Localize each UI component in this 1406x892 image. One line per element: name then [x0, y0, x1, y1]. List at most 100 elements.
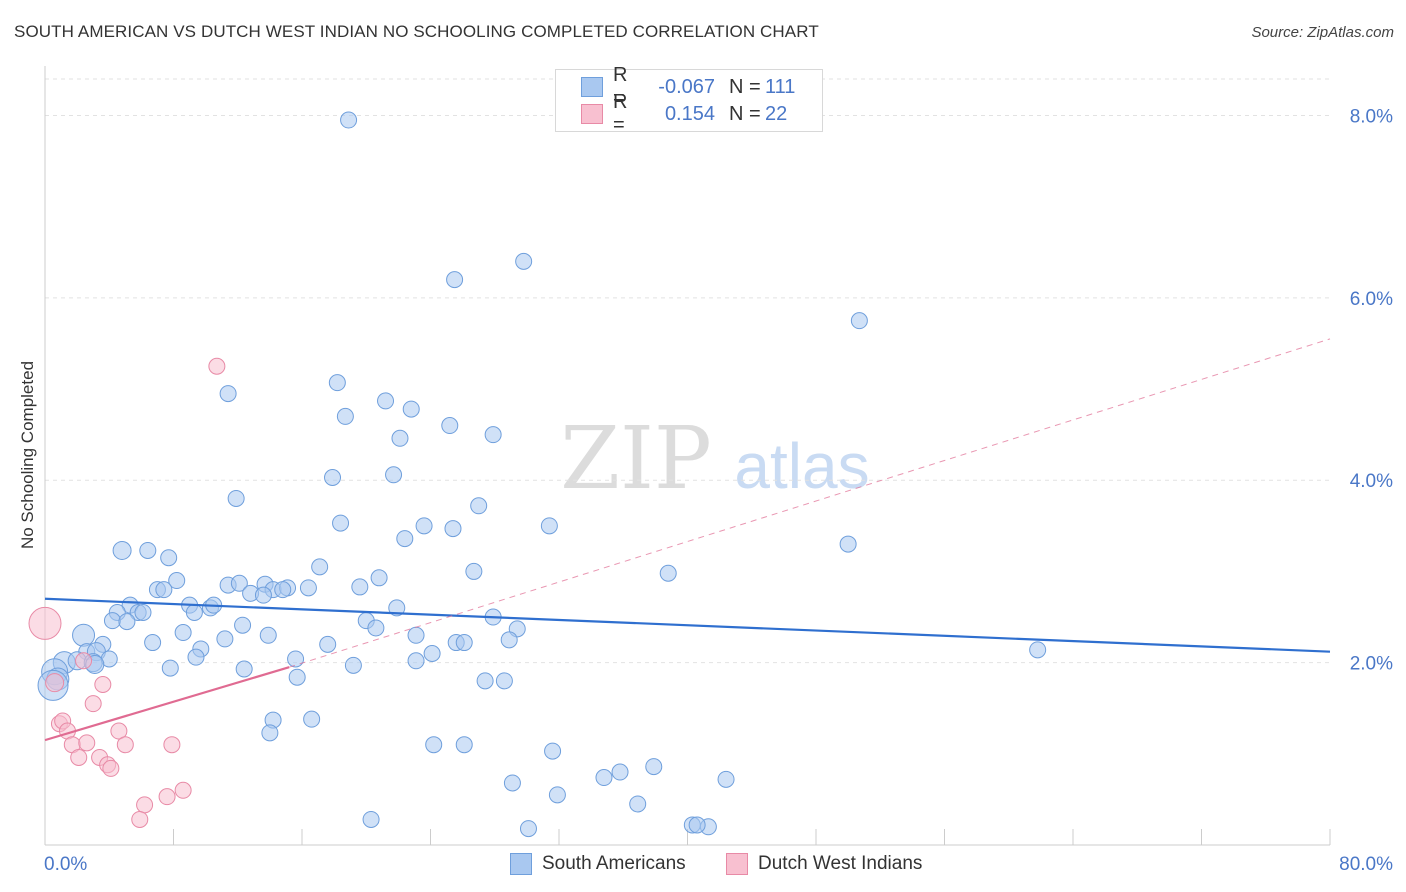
data-point-dutch-west-indian: [84, 695, 102, 713]
legend-n-label: N =: [729, 102, 761, 125]
data-point-south-american: [344, 656, 362, 674]
data-point-south-american: [303, 710, 321, 728]
bottom-legend-swatch-blue: [510, 853, 532, 875]
data-point-south-american: [645, 758, 663, 776]
data-point-south-american: [385, 466, 403, 484]
data-point-dutch-west-indian: [208, 357, 226, 375]
legend-r-value: -0.067: [658, 75, 715, 98]
data-point-south-american: [659, 564, 677, 582]
data-point-south-american: [351, 578, 369, 596]
data-point-south-american: [328, 374, 346, 392]
data-point-south-american: [319, 635, 337, 653]
legend-n-label: N =: [729, 75, 761, 98]
data-point-south-american: [112, 540, 132, 560]
data-point-south-american: [254, 586, 272, 604]
data-point-south-american: [423, 645, 441, 662]
data-point-dutch-west-indian: [94, 676, 112, 694]
data-point-dutch-west-indian: [70, 748, 88, 766]
data-point-south-american: [470, 497, 488, 515]
data-point-south-american: [139, 541, 157, 559]
legend-n-value: 111: [765, 75, 796, 98]
data-point-south-american: [144, 634, 162, 652]
data-point-dutch-west-indian: [116, 736, 134, 754]
data-point-south-american: [500, 631, 518, 649]
data-point-south-american: [155, 581, 173, 599]
legend-row-dutch-west-indians: R = 0.154 N = 22: [581, 91, 788, 136]
data-point-south-american: [476, 672, 494, 690]
data-point-south-american: [160, 549, 178, 567]
bottom-legend-label: South Americans: [542, 853, 686, 874]
data-point-south-american: [519, 820, 537, 838]
bottom-legend-label: Dutch West Indians: [758, 853, 923, 874]
legend-r-value: 0.154: [664, 102, 715, 125]
data-point-south-american: [274, 581, 292, 599]
y-tick-label: 4.0%: [1350, 471, 1393, 492]
data-point-dutch-west-indian: [158, 788, 176, 806]
watermark-atlas: atlas: [734, 430, 869, 502]
data-point-south-american: [455, 736, 473, 754]
data-point-dutch-west-indian: [163, 736, 181, 754]
legend-swatch-pink: [581, 104, 603, 124]
data-point-south-american: [688, 816, 706, 834]
data-point-south-american: [595, 769, 613, 787]
data-point-dutch-west-indian: [75, 652, 93, 670]
data-point-south-american: [216, 630, 234, 648]
data-point-south-american: [340, 111, 358, 129]
legend-swatch-blue: [581, 77, 603, 97]
data-point-south-american: [425, 736, 443, 754]
data-point-south-american: [391, 429, 409, 447]
bottom-legend-swatch-pink: [726, 853, 748, 875]
data-point-south-american: [336, 407, 354, 425]
data-point-south-american: [503, 774, 521, 792]
data-point-south-american: [227, 489, 245, 507]
data-point-south-american: [515, 252, 533, 270]
data-point-south-american: [261, 724, 279, 742]
series-dutch-west-indians: [28, 357, 226, 828]
data-point-south-american: [402, 400, 420, 418]
chart-title: SOUTH AMERICAN VS DUTCH WEST INDIAN NO S…: [14, 22, 819, 41]
correlation-legend: R = -0.067 N = 111 R = 0.154 N = 22: [555, 64, 823, 136]
y-tick-label: 2.0%: [1350, 654, 1393, 675]
data-point-south-american: [118, 613, 136, 631]
data-point-south-american: [168, 572, 186, 590]
data-point-south-american: [185, 603, 203, 621]
trend-line-south-americans: [44, 597, 1331, 653]
y-tick-label: 8.0%: [1350, 106, 1393, 127]
data-point-south-american: [407, 626, 425, 644]
bottom-legend-south-americans: South Americans: [510, 852, 686, 876]
data-point-south-american: [299, 579, 317, 597]
data-point-south-american: [611, 763, 629, 781]
x-tick-label: 80.0%: [1339, 854, 1393, 875]
trend-line-dutch-west-indians-extended: [288, 338, 1331, 668]
data-point-dutch-west-indian: [45, 673, 65, 693]
data-point-south-american: [629, 795, 647, 813]
data-point-dutch-west-indian: [102, 759, 120, 777]
data-point-south-american: [187, 648, 205, 666]
data-point-dutch-west-indian: [136, 796, 154, 814]
data-point-south-american: [388, 599, 406, 617]
data-point-south-american: [441, 417, 459, 435]
source-label: Source: ZipAtlas.com: [1251, 24, 1394, 41]
data-point-south-american: [161, 659, 179, 677]
data-point-south-american: [455, 634, 473, 652]
data-point-dutch-west-indian: [28, 606, 62, 640]
data-point-dutch-west-indian: [78, 734, 96, 752]
data-point-south-american: [72, 623, 96, 647]
data-point-south-american: [717, 770, 735, 788]
data-point-south-american: [367, 619, 385, 637]
data-point-south-american: [219, 385, 237, 403]
data-point-south-american: [332, 514, 350, 532]
data-point-south-american: [174, 624, 192, 642]
data-point-south-american: [1029, 641, 1047, 659]
data-point-south-american: [484, 426, 502, 444]
data-point-south-american: [259, 626, 277, 644]
data-point-south-american: [540, 517, 558, 535]
data-point-south-american: [446, 271, 464, 289]
data-point-dutch-west-indian: [174, 781, 192, 799]
data-point-south-american: [324, 469, 342, 487]
legend-n-value: 22: [765, 102, 788, 125]
legend-row-south-americans: R = -0.067 N = 111: [581, 64, 796, 109]
y-tick-label: 6.0%: [1350, 289, 1393, 310]
trend-line-dutch-west-indians: [44, 666, 290, 742]
data-point-south-american: [288, 668, 306, 686]
